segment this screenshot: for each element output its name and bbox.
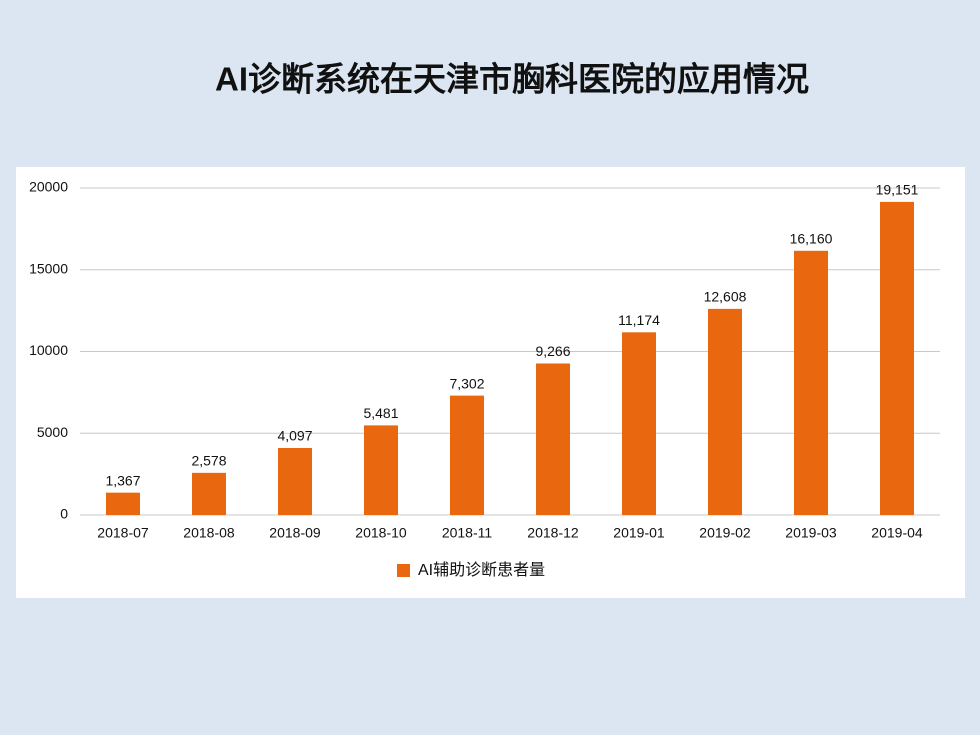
bar (106, 492, 140, 515)
bar (708, 308, 742, 515)
x-tick-label: 2019-04 (871, 525, 923, 541)
bar (794, 250, 828, 515)
legend-swatch (397, 564, 410, 577)
x-tick-label: 2019-01 (613, 525, 665, 541)
value-label: 5,481 (363, 405, 398, 421)
bar (192, 472, 226, 515)
x-tick-label: 2018-11 (442, 525, 493, 541)
x-tick-label: 2019-03 (785, 525, 837, 541)
value-label: 7,302 (449, 375, 484, 391)
y-tick-label: 20000 (29, 179, 68, 195)
bar (364, 425, 398, 515)
y-tick-label: 0 (60, 506, 68, 522)
x-tick-label: 2018-10 (355, 525, 407, 541)
bar (278, 448, 312, 515)
bar (450, 395, 484, 515)
legend-label: AI辅助诊断患者量 (418, 561, 545, 579)
y-tick-label: 15000 (29, 260, 68, 276)
chart-title: AI诊断系统在天津市胸科医院的应用情况 (215, 61, 809, 98)
value-label: 4,097 (277, 428, 312, 444)
x-tick-label: 2019-02 (699, 525, 751, 541)
value-label: 9,266 (535, 343, 570, 359)
value-label: 12,608 (704, 289, 747, 305)
value-label: 2,578 (191, 453, 226, 469)
value-label: 1,367 (105, 472, 140, 488)
bar (880, 201, 914, 515)
bar (622, 332, 656, 515)
value-label: 16,160 (790, 230, 833, 246)
value-label: 11,174 (618, 312, 660, 328)
x-tick-label: 2018-12 (527, 525, 579, 541)
value-label: 19,151 (876, 182, 919, 198)
y-tick-label: 5000 (37, 424, 68, 440)
x-tick-label: 2018-08 (183, 525, 235, 541)
x-tick-label: 2018-09 (269, 525, 321, 541)
x-tick-label: 2018-07 (97, 525, 149, 541)
y-tick-label: 10000 (29, 342, 68, 358)
bar (536, 363, 570, 515)
